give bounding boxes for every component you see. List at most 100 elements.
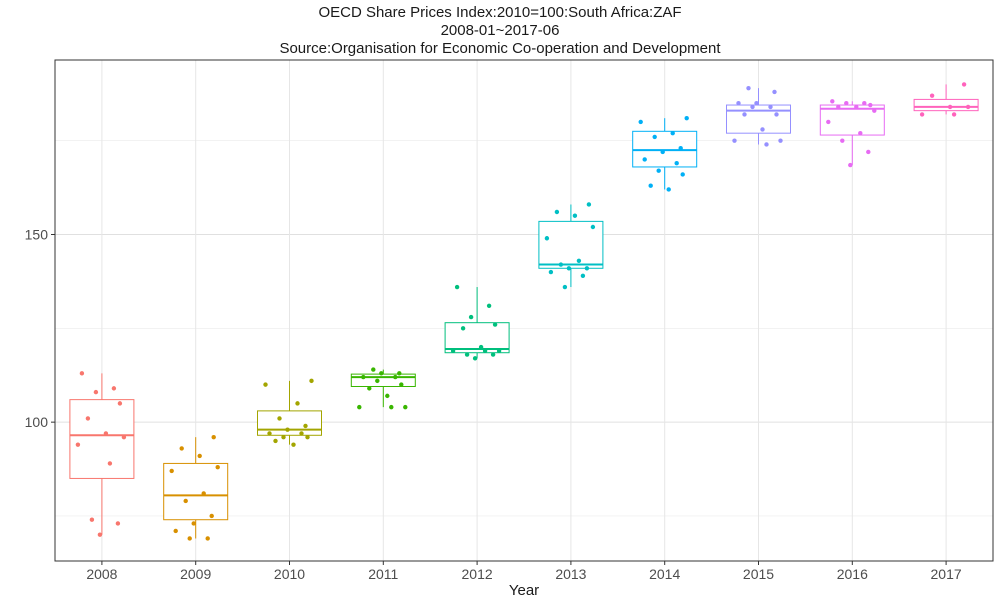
data-point [750, 104, 755, 110]
data-point [760, 127, 765, 132]
data-point [173, 528, 178, 534]
data-point [460, 326, 466, 331]
data-point [868, 102, 873, 108]
data-point [291, 442, 296, 447]
data-point [854, 104, 859, 110]
box-series [69, 84, 979, 539]
x-tick-label: 2011 [368, 566, 398, 582]
data-point [478, 344, 484, 350]
data-point [947, 104, 953, 110]
data-point [285, 427, 290, 432]
box-iqr [350, 373, 416, 387]
data-point [584, 266, 590, 271]
data-point [454, 284, 460, 290]
data-point [872, 108, 877, 113]
x-tick-label: 2015 [743, 566, 774, 582]
box-iqr [257, 410, 322, 436]
data-point [666, 187, 671, 192]
data-point [684, 115, 689, 121]
data-point [79, 371, 85, 376]
data-point [678, 145, 683, 151]
data-point [486, 303, 492, 309]
data-point [472, 356, 478, 361]
jitter-points [75, 82, 971, 541]
box-iqr [444, 322, 510, 354]
data-point [187, 536, 192, 541]
data-point [205, 536, 210, 541]
data-point [482, 348, 488, 354]
data-point [736, 100, 741, 106]
data-point [397, 371, 402, 376]
data-point [929, 93, 935, 98]
data-point [403, 404, 408, 410]
data-point [117, 401, 123, 406]
box-2011 [350, 369, 416, 408]
data-point [191, 521, 196, 526]
data-point [496, 348, 502, 354]
data-point [211, 434, 216, 440]
data-point [179, 446, 184, 451]
data-point [121, 434, 127, 440]
data-point [754, 100, 759, 106]
data-point [468, 314, 474, 320]
data-point [303, 423, 308, 429]
box-2008 [69, 373, 135, 535]
data-point [558, 262, 564, 267]
data-point [389, 404, 394, 410]
data-point [450, 348, 456, 354]
data-point [209, 513, 214, 519]
data-point [115, 521, 121, 526]
box-iqr [726, 104, 791, 134]
y-tick-label: 100 [25, 414, 49, 430]
y-axis: 100 150 [25, 227, 55, 430]
data-point [656, 168, 661, 173]
data-point [830, 99, 835, 104]
data-point [399, 382, 404, 387]
data-point [263, 382, 268, 387]
data-point [826, 119, 831, 125]
data-point [742, 112, 747, 117]
data-point [858, 130, 863, 136]
data-point [580, 273, 586, 278]
data-point [732, 138, 737, 143]
data-point [836, 104, 841, 110]
data-point [385, 393, 390, 399]
data-point [774, 112, 779, 117]
data-point [75, 442, 81, 447]
data-point [111, 386, 117, 391]
data-point [169, 468, 174, 474]
data-point [107, 461, 113, 466]
data-point [85, 416, 91, 421]
x-tick-label: 2013 [555, 566, 586, 582]
data-point [201, 491, 206, 496]
data-point [951, 112, 957, 117]
data-point [93, 389, 99, 395]
box-2017 [913, 84, 979, 115]
data-point [919, 112, 925, 117]
data-point [379, 371, 384, 376]
data-point [772, 89, 777, 95]
chart-title: OECD Share Prices Index:2010=100:South A… [318, 4, 682, 21]
x-axis-title: Year [509, 582, 539, 599]
data-point [367, 386, 372, 391]
data-point [89, 517, 95, 522]
data-point [562, 284, 568, 290]
data-point [273, 438, 278, 444]
x-tick-label: 2010 [274, 566, 305, 582]
box-2010 [257, 380, 322, 445]
data-point [492, 322, 498, 327]
data-point [375, 378, 380, 384]
data-point [183, 498, 188, 504]
data-point [295, 401, 300, 406]
y-tick-label: 150 [25, 227, 49, 243]
data-point [305, 434, 310, 440]
data-point [572, 213, 578, 218]
box-2013 [538, 204, 604, 288]
box-iqr [913, 98, 979, 112]
data-point [299, 431, 304, 436]
chart-title-block: OECD Share Prices Index:2010=100:South A… [0, 4, 1000, 58]
data-point [590, 224, 596, 230]
chart-source: Source:Organisation for Economic Co-oper… [279, 40, 721, 57]
data-point [844, 100, 849, 106]
